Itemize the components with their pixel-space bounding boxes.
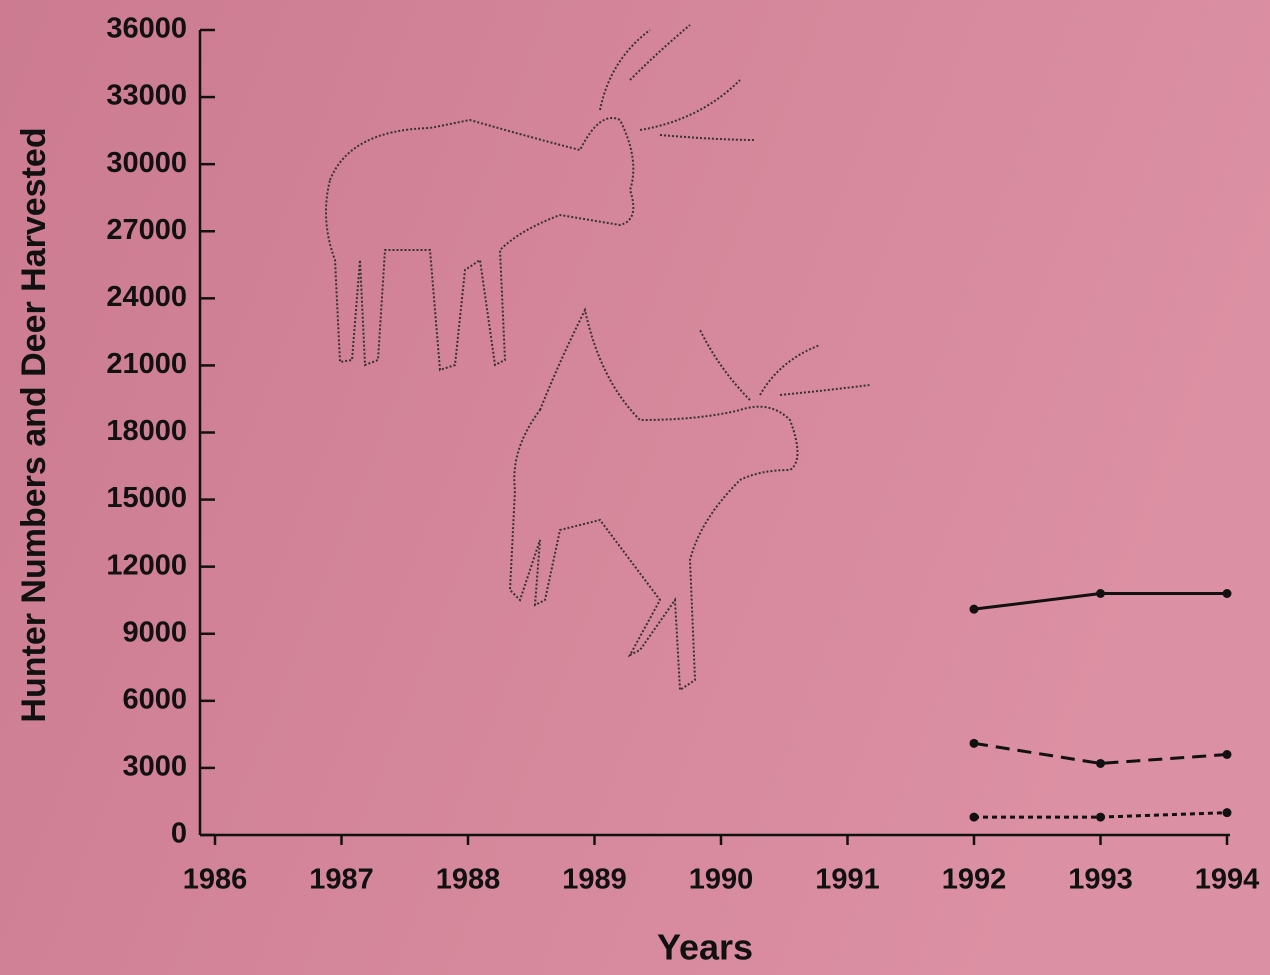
y-tick-label: 21000 [106,348,187,380]
y-tick-label: 15000 [106,482,187,514]
y-tick-label: 9000 [122,616,187,648]
data-point [970,739,979,748]
x-tick-label: 1994 [1195,864,1260,896]
y-tick-label: 6000 [122,683,187,715]
y-tick-label: 36000 [106,13,187,45]
y-tick-label: 12000 [106,549,187,581]
data-point [970,605,979,614]
data-point [970,813,979,822]
x-tick-label: 1989 [562,864,627,896]
data-point [1223,589,1232,598]
data-point [1223,750,1232,759]
x-tick-label: 1990 [689,864,754,896]
x-tick-label: 1988 [436,864,501,896]
x-tick-label: 1993 [1068,864,1133,896]
y-axis-title: Hunter Numbers and Deer Harvested [15,127,53,722]
chart: Hunter Numbers and Deer Harvested Years … [0,0,1270,975]
data-point [1096,589,1105,598]
y-tick-label: 3000 [122,751,187,783]
y-tick-label: 33000 [106,80,187,112]
data-point [1223,808,1232,817]
x-tick-label: 1987 [309,864,374,896]
x-tick-label: 1986 [183,864,248,896]
background [0,0,1270,975]
x-axis-title: Years [657,927,753,968]
data-point [1096,813,1105,822]
x-tick-label: 1992 [942,864,1007,896]
y-tick-label: 24000 [106,281,187,313]
y-tick-label: 18000 [106,415,187,447]
y-tick-label: 0 [171,818,187,850]
x-tick-label: 1991 [815,864,880,896]
y-tick-label: 27000 [106,214,187,246]
data-point [1096,759,1105,768]
y-tick-label: 30000 [106,147,187,179]
